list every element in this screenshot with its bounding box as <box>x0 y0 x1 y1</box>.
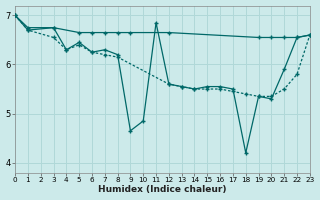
X-axis label: Humidex (Indice chaleur): Humidex (Indice chaleur) <box>98 185 227 194</box>
